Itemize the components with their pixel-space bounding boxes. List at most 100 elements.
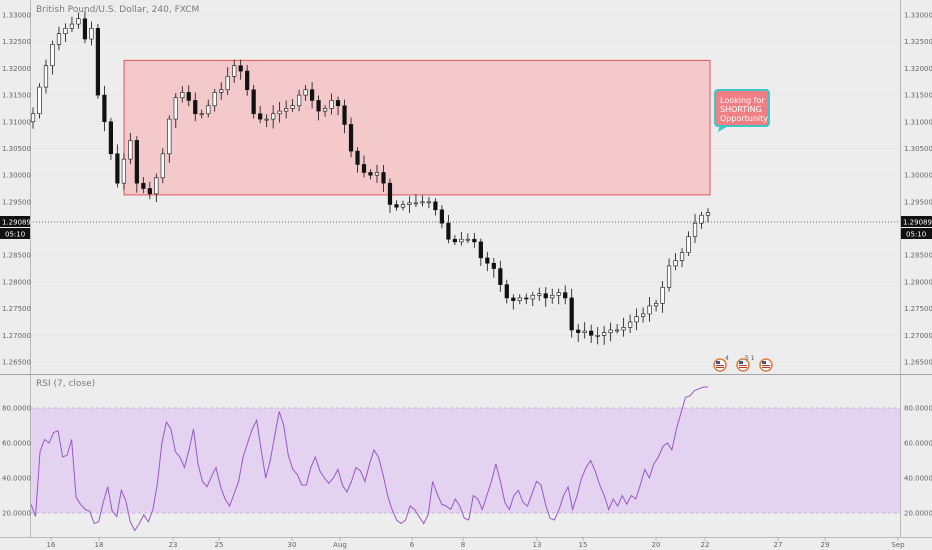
candle bbox=[640, 307, 646, 323]
price-tick-label: 1.32000 bbox=[904, 65, 932, 73]
candle bbox=[102, 85, 107, 132]
candle-body-down bbox=[387, 182, 393, 205]
price-tick-label-left: 1.27000 bbox=[2, 332, 31, 340]
candle-body-up bbox=[400, 204, 406, 208]
candle bbox=[660, 281, 665, 313]
rsi-tick-label: 60.0000 bbox=[904, 440, 932, 448]
rsi-axis[interactable]: 80.0000 60.0000 40.0000 20.0000 bbox=[904, 405, 932, 518]
rsi-tick-label-left: 20.0000 bbox=[2, 510, 31, 518]
candle-body-down bbox=[186, 92, 191, 101]
candle bbox=[258, 105, 263, 124]
candle-body-down bbox=[115, 153, 120, 184]
candle bbox=[530, 291, 535, 307]
candle-body-up bbox=[154, 177, 159, 195]
candle bbox=[167, 115, 172, 163]
candle bbox=[472, 232, 477, 248]
rsi-tick-label-left: 60.0000 bbox=[2, 440, 31, 448]
candle bbox=[69, 16, 75, 33]
time-tick-label: 30 bbox=[288, 541, 297, 549]
candle bbox=[498, 260, 503, 292]
price-tick-label: 1.29500 bbox=[904, 198, 932, 206]
candle-body-up bbox=[290, 105, 295, 109]
candle bbox=[238, 59, 243, 80]
candle bbox=[569, 288, 574, 338]
candle bbox=[400, 200, 406, 211]
price-tick-label: 1.31500 bbox=[904, 92, 932, 100]
event-count-1: 4 bbox=[725, 355, 729, 362]
candle-body-up bbox=[43, 65, 49, 88]
time-tick-label: 29 bbox=[821, 541, 830, 549]
candle bbox=[284, 100, 289, 119]
price-tick-label-left: 1.28000 bbox=[2, 278, 31, 286]
price-tick-label: 1.30000 bbox=[904, 172, 932, 180]
candle bbox=[108, 117, 113, 160]
candle bbox=[504, 279, 509, 304]
price-tick-label-left: 1.29500 bbox=[2, 198, 31, 206]
candle-body-up bbox=[705, 212, 711, 216]
last-price-label: 1.29089 bbox=[903, 219, 932, 227]
candle bbox=[225, 67, 230, 96]
candle-body-down bbox=[491, 262, 496, 269]
candle bbox=[134, 136, 139, 193]
price-axis[interactable]: 1.33000 1.32500 1.32000 1.31500 1.31000 1.305… bbox=[904, 12, 932, 367]
candle-body-down bbox=[478, 241, 483, 259]
candle bbox=[128, 132, 133, 165]
candle-body-up bbox=[615, 329, 620, 332]
candle-body-up bbox=[374, 172, 380, 176]
candle-body-down bbox=[361, 164, 367, 173]
rsi-title: RSI (7, close) bbox=[36, 379, 95, 389]
candle-body-up bbox=[173, 97, 178, 120]
candle bbox=[43, 59, 49, 94]
candle-body-up bbox=[232, 65, 237, 77]
candle-body-down bbox=[342, 105, 347, 125]
candle-body-down bbox=[485, 257, 490, 264]
callout-bubble[interactable]: Looking for SHORTING Opportunity bbox=[714, 89, 770, 132]
event-flags[interactable]: 4 5 1 bbox=[713, 355, 773, 372]
candle-body-down bbox=[511, 297, 516, 301]
candle-body-down bbox=[316, 100, 321, 112]
candle-body-down bbox=[498, 268, 503, 285]
candle-body-up bbox=[225, 76, 230, 91]
us-flag-icon[interactable]: 4 bbox=[713, 355, 729, 372]
price-tick-label: 1.28000 bbox=[904, 278, 932, 286]
candle bbox=[407, 196, 412, 214]
price-tick-label-left: 1.30000 bbox=[2, 172, 31, 180]
candle-body-up bbox=[37, 86, 42, 115]
resistance-zone-rect[interactable] bbox=[123, 59, 711, 196]
candle bbox=[615, 323, 620, 334]
price-tick-label-left: 1.32000 bbox=[2, 65, 31, 73]
candle-body-up bbox=[329, 100, 334, 109]
candle-body-down bbox=[309, 89, 315, 101]
candle bbox=[245, 64, 250, 96]
candle bbox=[550, 288, 555, 304]
candle bbox=[634, 308, 639, 331]
us-flag-icon[interactable] bbox=[759, 358, 773, 372]
candle-body-up bbox=[420, 201, 425, 204]
candle bbox=[50, 40, 55, 75]
us-flag-icon[interactable]: 5 1 bbox=[736, 355, 755, 372]
candle-body-up bbox=[602, 332, 607, 336]
candle bbox=[692, 213, 698, 244]
candle bbox=[348, 117, 354, 158]
candle-body-down bbox=[238, 65, 243, 72]
candle bbox=[76, 12, 81, 29]
candle-body-down bbox=[446, 222, 451, 240]
candle-body-up bbox=[582, 330, 587, 333]
candle bbox=[303, 85, 308, 101]
candle-body-up bbox=[426, 201, 432, 204]
candle bbox=[251, 84, 256, 119]
candle bbox=[491, 257, 496, 278]
candle-body-down bbox=[82, 18, 88, 40]
time-axis[interactable]: 16 18 23 25 30 Aug 6 8 13 15 20 22 27 29 Sep bbox=[47, 537, 906, 549]
candle-body-down bbox=[569, 297, 574, 331]
candle-body-up bbox=[128, 140, 133, 160]
price-tick-label-left: 1.31000 bbox=[2, 118, 31, 126]
time-tick-label: 8 bbox=[461, 541, 465, 549]
candle-body-down bbox=[258, 113, 263, 120]
price-tick-label-left: 1.33000 bbox=[2, 12, 31, 20]
candle-body-down bbox=[452, 238, 457, 243]
candle-body-down bbox=[504, 284, 509, 299]
candle bbox=[413, 194, 419, 208]
candle-body-down bbox=[348, 124, 354, 152]
